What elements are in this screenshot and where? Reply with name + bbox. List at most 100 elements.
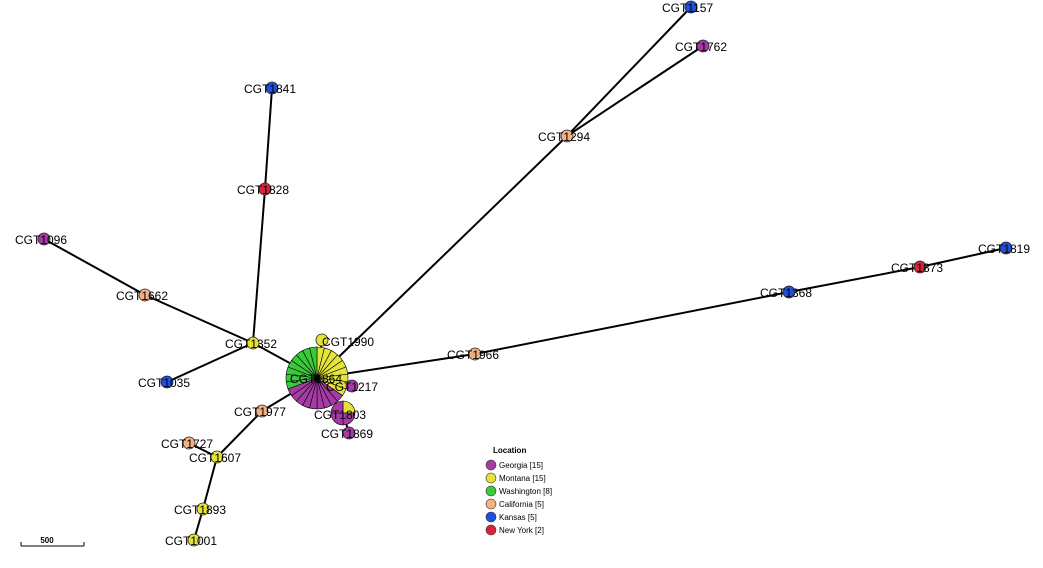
node-marker xyxy=(684,0,698,14)
legend-swatch xyxy=(485,459,497,471)
edge-CGT1828-CGT1841 xyxy=(264,87,273,190)
edge-CGT1368-CGT1873 xyxy=(788,266,921,293)
node-CGT1001[interactable]: CGT1001 xyxy=(165,533,217,548)
node-CGT1819[interactable]: CGT1819 xyxy=(978,241,1030,256)
legend-swatch xyxy=(485,498,497,510)
node-label: CGT1828 xyxy=(237,183,289,197)
node-label: CGT1762 xyxy=(675,40,727,54)
node-label: CGT1217 xyxy=(326,380,378,394)
tree-edges xyxy=(43,6,1007,541)
edge-CGT1352-CGT1828 xyxy=(252,188,266,344)
legend-item-kansas: Kansas [5] xyxy=(485,511,537,523)
node-label: CGT1096 xyxy=(15,233,67,247)
node-marker xyxy=(255,404,269,418)
node-label: CGT1977 xyxy=(234,405,286,419)
node-marker xyxy=(187,533,201,547)
legend-label: Georgia [15] xyxy=(499,461,543,470)
node-label: CGT1662 xyxy=(116,289,168,303)
node-CGT1368[interactable]: CGT1368 xyxy=(760,285,812,300)
edge-CGT1966-CGT1368 xyxy=(474,291,790,355)
node-CGT1841[interactable]: CGT1841 xyxy=(244,81,296,96)
node-CGT1727[interactable]: CGT1727 xyxy=(161,436,213,451)
node-CGT1828[interactable]: CGT1828 xyxy=(237,182,289,197)
legend-swatch xyxy=(485,511,497,523)
edge-CGT1607-CGT1893 xyxy=(202,456,218,510)
node-label: CGT1803 xyxy=(314,408,366,422)
node-CGT1966[interactable]: CGT1966 xyxy=(447,347,499,362)
legend-swatch xyxy=(485,485,497,497)
node-CGT1662[interactable]: CGT1662 xyxy=(116,288,168,303)
pie-node-slice-georgia xyxy=(330,400,344,414)
legend: Location Georgia [15] Montana [15] Washing… xyxy=(485,446,552,536)
node-label: CGT1157 xyxy=(662,1,713,15)
node-marker xyxy=(342,426,356,440)
node-CGT1864[interactable]: CGT1864 xyxy=(285,346,349,410)
legend-item-new-york: New York [2] xyxy=(485,524,544,536)
legend-title: Location xyxy=(493,446,526,455)
node-CGT1803[interactable]: CGT1803 xyxy=(314,400,366,426)
node-marker xyxy=(160,375,174,389)
edge-CGT1662-CGT1096 xyxy=(43,238,146,296)
node-CGT1869[interactable]: CGT1869 xyxy=(321,426,373,441)
legend-item-georgia: Georgia [15] xyxy=(485,459,543,471)
node-CGT1352[interactable]: CGT1352 xyxy=(225,336,277,351)
legend-label: Kansas [5] xyxy=(499,513,537,522)
node-marker xyxy=(782,285,796,299)
node-label: CGT1841 xyxy=(244,82,296,96)
node-label: CGT1819 xyxy=(978,242,1030,256)
node-CGT1217[interactable]: CGT1217 xyxy=(326,379,378,394)
node-marker xyxy=(196,502,210,516)
edge-CGT1873-CGT1819 xyxy=(919,247,1007,268)
legend-label: New York [2] xyxy=(499,526,544,535)
node-CGT1990[interactable]: CGT1990 xyxy=(315,333,374,349)
node-marker xyxy=(246,336,260,350)
edge-CGT1977-CGT1607 xyxy=(216,410,263,458)
node-CGT1762[interactable]: CGT1762 xyxy=(675,39,727,54)
node-label: CGT1864 xyxy=(290,372,342,386)
node-marker xyxy=(315,333,329,347)
legend-item-california: California [5] xyxy=(485,498,544,510)
legend-label: Washington [8] xyxy=(499,487,552,496)
node-label: CGT1352 xyxy=(225,337,277,351)
node-CGT1607[interactable]: CGT1607 xyxy=(189,450,241,465)
node-CGT1873[interactable]: CGT1873 xyxy=(891,260,943,275)
legend-label: California [5] xyxy=(499,500,544,509)
node-marker xyxy=(37,232,51,246)
node-label: CGT1368 xyxy=(760,286,812,300)
node-label: CGT1727 xyxy=(161,437,213,451)
node-label: CGT1990 xyxy=(322,335,374,349)
legend-swatch xyxy=(485,524,497,536)
node-label: CGT1607 xyxy=(189,451,241,465)
node-label: CGT1966 xyxy=(447,348,499,362)
scale-bar: 500 xyxy=(20,536,85,547)
tree-nodes: CGT1864 CGT1990 CGT1217 CGT1803 CGT1869 CGT13… xyxy=(15,0,1030,548)
legend-swatch xyxy=(485,472,497,484)
node-label: CGT1035 xyxy=(138,376,190,390)
node-CGT1096[interactable]: CGT1096 xyxy=(15,232,67,247)
legend-label: Montana [15] xyxy=(499,474,546,483)
node-CGT1977[interactable]: CGT1977 xyxy=(234,404,286,419)
node-marker xyxy=(138,288,152,302)
node-marker xyxy=(258,182,272,196)
edge-CGT1294-CGT1762 xyxy=(566,45,704,137)
node-marker xyxy=(345,379,359,393)
node-marker xyxy=(265,81,279,95)
node-CGT1157[interactable]: CGT1157 xyxy=(662,0,713,15)
node-CGT1035[interactable]: CGT1035 xyxy=(138,375,190,390)
node-marker xyxy=(210,450,224,464)
node-marker xyxy=(560,129,574,143)
node-marker xyxy=(999,241,1013,255)
edge-CGT1352-CGT1035 xyxy=(166,342,254,383)
node-marker xyxy=(696,39,710,53)
hub-node-slice-washington xyxy=(309,346,318,379)
node-CGT1893[interactable]: CGT1893 xyxy=(174,502,226,517)
node-marker xyxy=(913,260,927,274)
node-label: CGT1893 xyxy=(174,503,226,517)
legend-item-montana: Montana [15] xyxy=(485,472,546,484)
edge-CGT1294-CGT1157 xyxy=(566,6,692,137)
node-marker xyxy=(468,347,482,361)
scale-bar-label: 500 xyxy=(40,536,54,545)
node-CGT1294[interactable]: CGT1294 xyxy=(538,129,590,144)
edge-CGT1352-CGT1662 xyxy=(144,294,254,344)
